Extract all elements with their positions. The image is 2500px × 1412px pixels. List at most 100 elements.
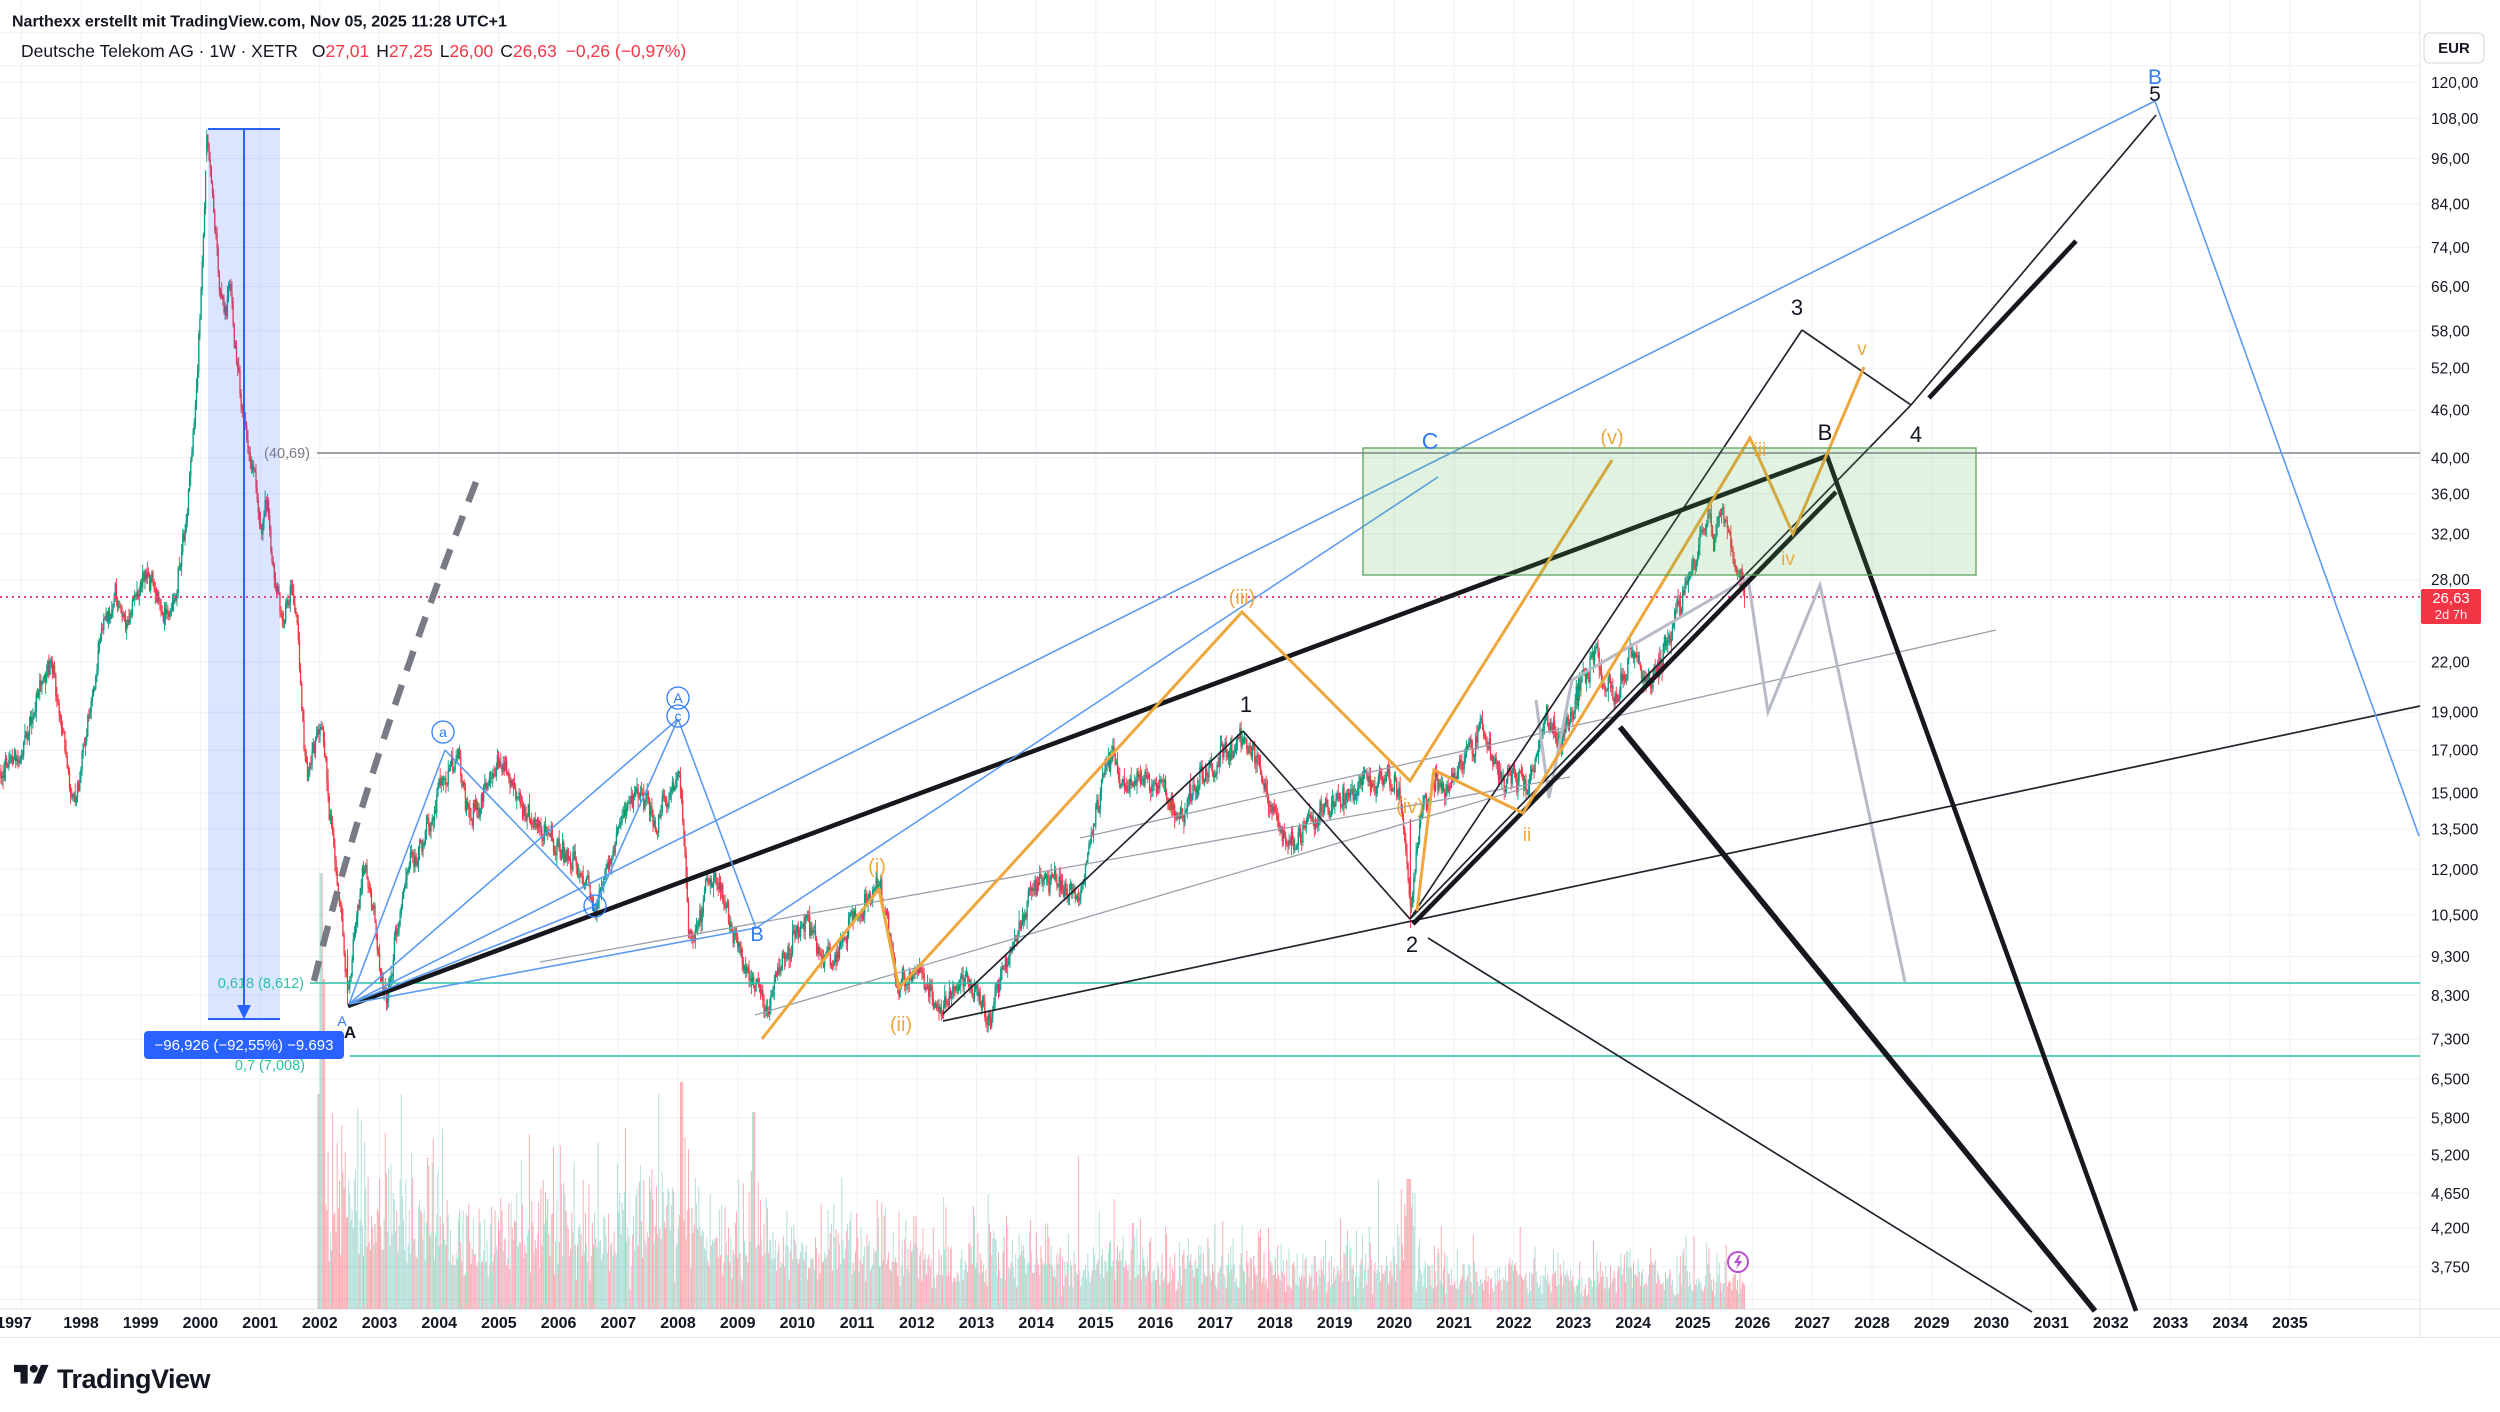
svg-text:2031: 2031 xyxy=(2033,1315,2069,1332)
svg-text:4,650: 4,650 xyxy=(2431,1186,2470,1203)
svg-text:17,000: 17,000 xyxy=(2431,743,2479,760)
svg-text:4,200: 4,200 xyxy=(2431,1221,2470,1238)
svg-text:−96,926 (−92,55%) −9.693: −96,926 (−92,55%) −9.693 xyxy=(155,1037,334,1054)
svg-text:2012: 2012 xyxy=(899,1315,935,1332)
svg-text:(v): (v) xyxy=(1600,427,1623,449)
svg-text:96,00: 96,00 xyxy=(2431,151,2470,168)
svg-text:a: a xyxy=(439,724,447,740)
svg-text:2020: 2020 xyxy=(1377,1315,1413,1332)
svg-text:iv: iv xyxy=(1781,549,1795,570)
svg-text:TradingView: TradingView xyxy=(57,1364,212,1394)
svg-text:2027: 2027 xyxy=(1795,1315,1831,1332)
svg-text:32,00: 32,00 xyxy=(2431,527,2470,544)
svg-text:2017: 2017 xyxy=(1198,1315,1234,1332)
svg-text:(iii): (iii) xyxy=(1229,587,1256,609)
svg-text:13,500: 13,500 xyxy=(2431,822,2479,839)
svg-text:28,00: 28,00 xyxy=(2431,572,2470,589)
svg-text:(40,69): (40,69) xyxy=(264,446,310,462)
svg-text:9,300: 9,300 xyxy=(2431,949,2470,966)
svg-text:58,00: 58,00 xyxy=(2431,323,2470,340)
svg-text:2002: 2002 xyxy=(302,1315,338,1332)
svg-text:2010: 2010 xyxy=(780,1315,816,1332)
svg-text:2011: 2011 xyxy=(840,1315,875,1332)
svg-text:1: 1 xyxy=(1240,692,1252,717)
svg-text:A: A xyxy=(337,1013,347,1029)
svg-text:B: B xyxy=(750,924,763,946)
svg-text:v: v xyxy=(1857,339,1867,360)
svg-text:ii: ii xyxy=(1523,825,1531,846)
svg-text:5: 5 xyxy=(2149,83,2161,106)
svg-text:(ii): (ii) xyxy=(890,1014,912,1036)
svg-text:3,750: 3,750 xyxy=(2431,1259,2470,1276)
svg-text:C: C xyxy=(1422,428,1439,454)
svg-text:2008: 2008 xyxy=(660,1315,696,1332)
svg-text:7,300: 7,300 xyxy=(2431,1032,2470,1049)
svg-text:108,00: 108,00 xyxy=(2431,111,2479,128)
svg-text:2015: 2015 xyxy=(1078,1315,1114,1332)
svg-text:2007: 2007 xyxy=(601,1315,637,1332)
svg-text:B: B xyxy=(1818,420,1833,445)
svg-text:2034: 2034 xyxy=(2212,1315,2248,1332)
svg-text:2: 2 xyxy=(1406,932,1418,957)
svg-text:46,00: 46,00 xyxy=(2431,403,2470,420)
svg-text:84,00: 84,00 xyxy=(2431,197,2470,214)
svg-text:36,00: 36,00 xyxy=(2431,486,2470,503)
svg-text:c: c xyxy=(675,708,682,724)
svg-text:2009: 2009 xyxy=(720,1315,756,1332)
svg-text:5,800: 5,800 xyxy=(2431,1110,2470,1127)
svg-text:2006: 2006 xyxy=(541,1315,577,1332)
svg-text:0,7 (7,008): 0,7 (7,008) xyxy=(235,1058,305,1074)
svg-text:2d 7h: 2d 7h xyxy=(2435,607,2468,622)
svg-text:b: b xyxy=(591,898,599,914)
svg-text:26,63: 26,63 xyxy=(2432,590,2470,607)
svg-text:2000: 2000 xyxy=(183,1315,219,1332)
svg-text:2019: 2019 xyxy=(1317,1315,1353,1332)
svg-text:Deutsche Telekom AG · 1W · XET: Deutsche Telekom AG · 1W · XETR O27,01 H27… xyxy=(21,41,686,61)
svg-text:2028: 2028 xyxy=(1854,1315,1890,1332)
svg-text:2026: 2026 xyxy=(1735,1315,1771,1332)
svg-text:2014: 2014 xyxy=(1018,1315,1054,1332)
svg-text:4: 4 xyxy=(1910,422,1922,447)
svg-text:19,000: 19,000 xyxy=(2431,705,2479,722)
svg-text:8,300: 8,300 xyxy=(2431,988,2470,1005)
svg-text:12,000: 12,000 xyxy=(2431,862,2479,879)
svg-text:Narthexx erstellt mit TradingV: Narthexx erstellt mit TradingView.com, N… xyxy=(12,14,507,31)
svg-text:2022: 2022 xyxy=(1496,1315,1532,1332)
svg-text:2018: 2018 xyxy=(1257,1315,1293,1332)
svg-text:2029: 2029 xyxy=(1914,1315,1950,1332)
svg-text:1999: 1999 xyxy=(123,1315,159,1332)
svg-text:2023: 2023 xyxy=(1556,1315,1592,1332)
svg-text:3: 3 xyxy=(1791,295,1803,320)
svg-text:1998: 1998 xyxy=(63,1315,99,1332)
svg-text:2016: 2016 xyxy=(1138,1315,1174,1332)
svg-text:2030: 2030 xyxy=(1974,1315,2010,1332)
svg-text:2003: 2003 xyxy=(362,1315,398,1332)
svg-text:(i): (i) xyxy=(868,856,886,878)
svg-text:10,500: 10,500 xyxy=(2431,907,2479,924)
svg-text:2035: 2035 xyxy=(2272,1315,2308,1332)
svg-text:2033: 2033 xyxy=(2153,1315,2189,1332)
svg-text:A: A xyxy=(673,690,683,706)
svg-text:2004: 2004 xyxy=(421,1315,457,1332)
svg-text:2001: 2001 xyxy=(242,1315,278,1332)
svg-text:EUR: EUR xyxy=(2438,40,2470,57)
svg-text:15,000: 15,000 xyxy=(2431,786,2479,803)
svg-text:40,00: 40,00 xyxy=(2431,450,2470,467)
svg-text:6,500: 6,500 xyxy=(2431,1071,2470,1088)
svg-text:2024: 2024 xyxy=(1615,1315,1651,1332)
svg-text:B: B xyxy=(2148,66,2162,89)
svg-text:0,618 (8,612): 0,618 (8,612) xyxy=(218,976,304,992)
svg-text:2032: 2032 xyxy=(2093,1315,2129,1332)
svg-text:5,200: 5,200 xyxy=(2431,1148,2470,1165)
svg-text:2025: 2025 xyxy=(1675,1315,1711,1332)
svg-text:(iv): (iv) xyxy=(1396,796,1424,818)
svg-text:2005: 2005 xyxy=(481,1315,517,1332)
svg-text:A: A xyxy=(344,1023,356,1042)
svg-text:66,00: 66,00 xyxy=(2431,279,2470,296)
svg-text:2021: 2021 xyxy=(1436,1315,1472,1332)
svg-text:iii: iii xyxy=(1754,440,1767,461)
svg-text:2013: 2013 xyxy=(959,1315,995,1332)
svg-text:22,00: 22,00 xyxy=(2431,655,2470,672)
svg-text:74,00: 74,00 xyxy=(2431,240,2470,257)
svg-text:120,00: 120,00 xyxy=(2431,75,2479,92)
